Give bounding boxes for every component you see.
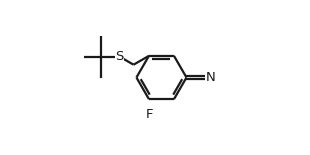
Text: S: S xyxy=(115,50,124,63)
Text: F: F xyxy=(146,108,153,121)
Text: N: N xyxy=(206,71,216,84)
